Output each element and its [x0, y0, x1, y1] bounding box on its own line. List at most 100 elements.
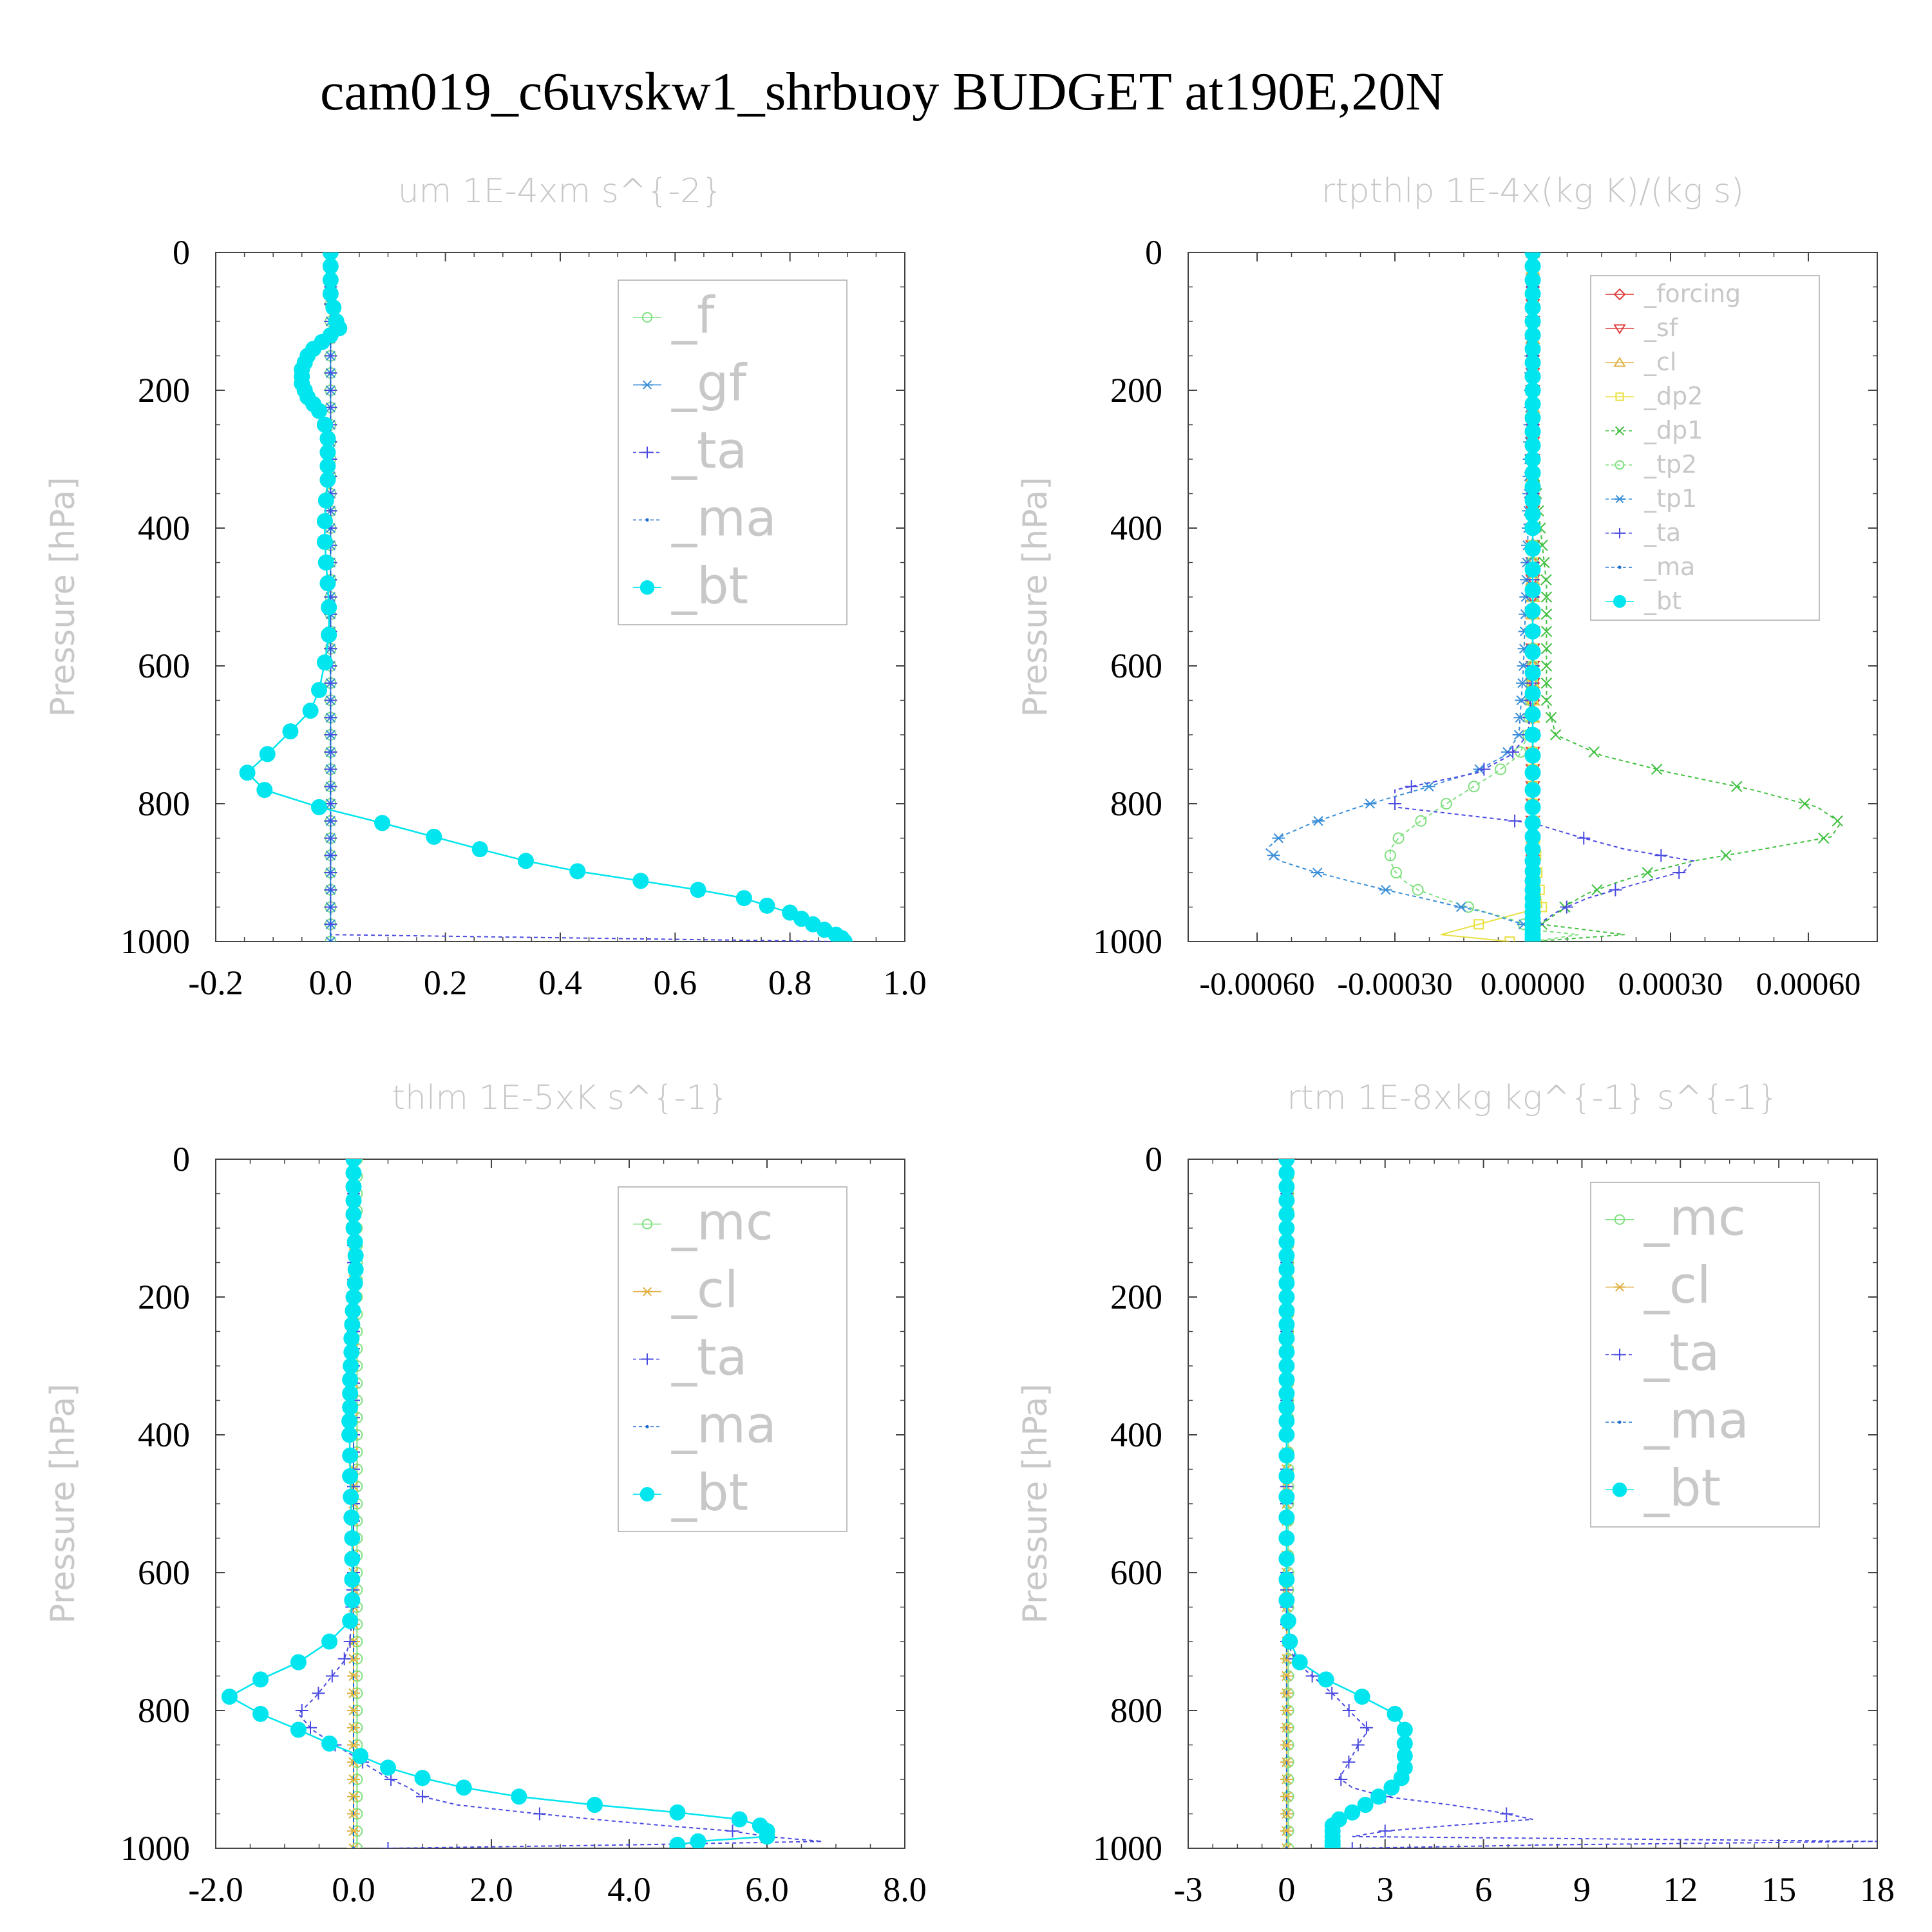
legend-entry: _cl: [1643, 1257, 1711, 1315]
data-point: [1524, 492, 1541, 509]
x-tick-label: 2.0: [469, 1870, 513, 1909]
y-tick-label: 0: [173, 1140, 190, 1179]
data-point: [343, 1344, 360, 1361]
legend-entry: _tp1: [1643, 484, 1697, 513]
data-point: [380, 1759, 396, 1776]
data-point: [1278, 1399, 1295, 1416]
x-tick-label: 0.6: [654, 963, 697, 1002]
data-point: [455, 1779, 472, 1796]
data-point: [1278, 1302, 1295, 1319]
data-point: [290, 1721, 307, 1738]
data-point: [345, 1159, 362, 1168]
data-point: [1278, 1551, 1295, 1567]
y-axis-label: Pressure [hPa]: [1016, 477, 1055, 717]
data-point: [1278, 1159, 1295, 1168]
y-tick-label: 200: [1110, 1278, 1162, 1316]
panel-2: rtpthlp 1E-4x(kg K)/(kg s) Pressure [hPa]…: [1016, 172, 1878, 1001]
y-axis-label: Pressure [hPa]: [44, 477, 82, 717]
data-point: [1396, 1735, 1413, 1752]
data-point: [1345, 1842, 1359, 1848]
data-point: [1280, 1826, 1293, 1836]
data-point: [1311, 816, 1325, 826]
legend-entry: _bt: [1643, 1459, 1721, 1517]
y-tick-label: 400: [138, 1416, 190, 1454]
x-tick-label: 0.0: [309, 963, 353, 1002]
data-point: [1278, 1571, 1295, 1588]
data-point: [690, 882, 706, 898]
panel-title: rtpthlp 1E-4x(kg K)/(kg s): [1321, 172, 1744, 211]
data-point: [1388, 797, 1401, 810]
data-point: [344, 1530, 361, 1546]
data-point: [1609, 883, 1622, 896]
legend-marker: [1618, 1420, 1622, 1424]
y-tick-label: 600: [138, 647, 190, 685]
data-point: [1642, 867, 1654, 878]
data-point: [321, 1633, 338, 1650]
data-point: [1495, 763, 1507, 775]
y-axis-label: Pressure [hPa]: [1016, 1384, 1055, 1624]
data-point: [252, 1705, 269, 1722]
data-point: [1305, 1669, 1319, 1683]
data-point: [1440, 798, 1452, 810]
series-group: [239, 252, 853, 942]
data-point: [1524, 782, 1541, 799]
data-point: [317, 492, 334, 509]
series-group: [221, 1159, 822, 1848]
data-point: [1357, 1797, 1374, 1814]
data-point: [632, 873, 649, 889]
data-point: [1318, 1671, 1334, 1688]
data-point: [346, 1233, 363, 1250]
legend-entry: _ta: [1643, 1325, 1719, 1383]
data-point: [302, 703, 319, 719]
data-point: [1524, 354, 1541, 371]
data-point: [1405, 780, 1418, 793]
data-point: [1342, 1756, 1356, 1769]
data-point: [319, 430, 336, 447]
data-point: [316, 533, 333, 550]
data-point: [1278, 1344, 1295, 1361]
data-point: [344, 1316, 361, 1333]
data-point: [1280, 1671, 1293, 1681]
legend-marker: [1614, 1349, 1625, 1361]
data-point: [1379, 885, 1392, 895]
x-tick-label: 4.0: [607, 1870, 651, 1909]
data-point: [322, 285, 339, 302]
data-point: [1799, 798, 1810, 810]
data-point: [1524, 382, 1541, 399]
legend-entry: _cl: [1643, 348, 1676, 376]
data-point: [311, 681, 327, 698]
data-point: [342, 1468, 359, 1484]
data-point: [1282, 1842, 1294, 1848]
x-tick-label: 15: [1761, 1870, 1796, 1909]
data-point: [1325, 1687, 1339, 1700]
data-point: [1560, 900, 1573, 914]
data-point: [1588, 746, 1600, 758]
data-point: [341, 1426, 358, 1443]
legend-box: [1590, 275, 1820, 621]
legend-marker: [641, 1287, 653, 1296]
legend-marker: [641, 312, 653, 323]
legend-marker: [645, 518, 649, 522]
panel-4: rtm 1E-8xkg kg^{-1} s^{-1} Pressure [hPa]…: [1016, 1079, 1895, 1909]
data-point: [1540, 694, 1553, 706]
x-tick-label: 1.0: [883, 963, 927, 1002]
data-point: [1278, 1164, 1295, 1181]
legend-marker: [1614, 1214, 1625, 1225]
x-tick-label: 6: [1475, 1870, 1492, 1909]
data-point: [1832, 815, 1843, 827]
x-tick-label: 0.8: [768, 963, 812, 1002]
data-point: [325, 1669, 339, 1683]
data-point: [345, 1179, 362, 1195]
data-point: [316, 654, 333, 671]
data-point: [1278, 1192, 1295, 1209]
data-point: [316, 417, 333, 433]
legend-marker: [1615, 426, 1625, 436]
data-point: [1524, 582, 1541, 598]
data-point: [1818, 832, 1830, 844]
y-tick-label: 200: [138, 371, 190, 410]
data-point: [319, 575, 336, 592]
data-point: [1396, 1748, 1413, 1765]
y-tick-label: 800: [1110, 784, 1162, 823]
data-point: [471, 841, 488, 858]
